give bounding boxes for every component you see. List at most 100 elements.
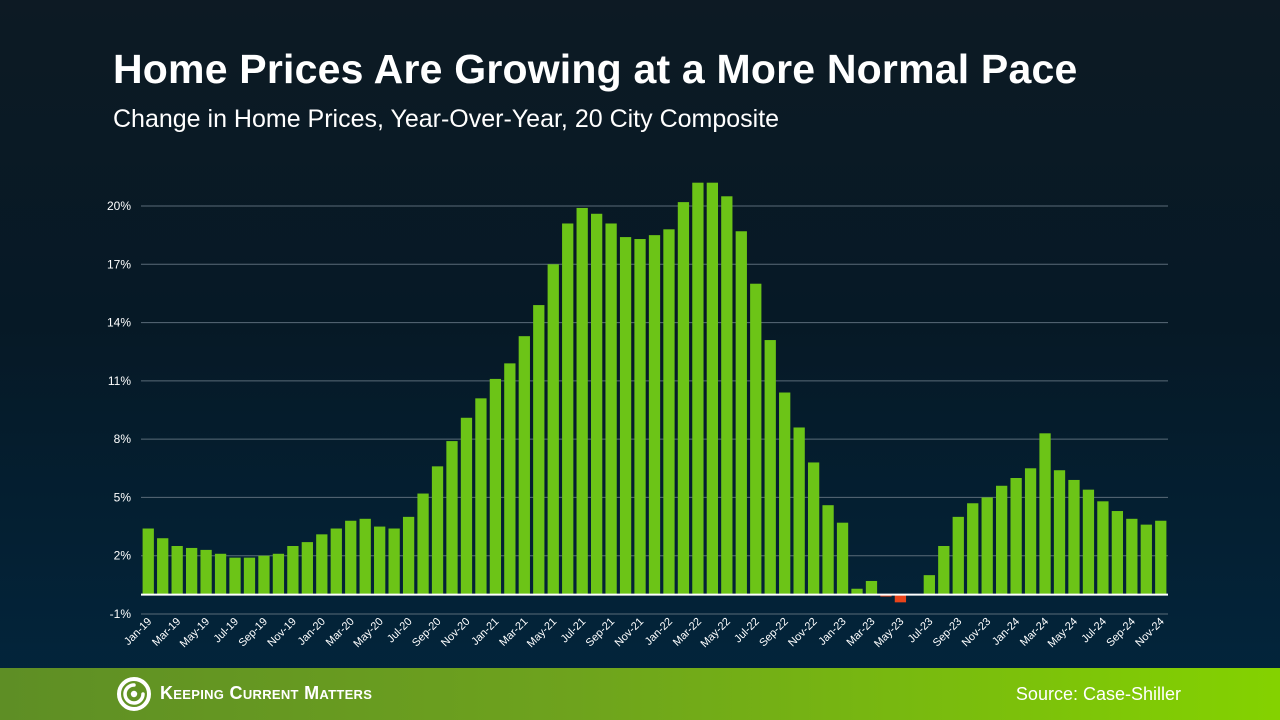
bar-oct-22 [793, 427, 805, 595]
bar-dec-21 [648, 235, 661, 595]
x-tick-label: May-19 [178, 616, 212, 650]
bar-sep-24 [1126, 518, 1138, 595]
x-tick-label: May-21 [525, 616, 559, 650]
bar-aug-19 [243, 557, 256, 595]
x-tick-label: Mar-23 [844, 616, 877, 649]
bar-nov-22 [807, 462, 820, 595]
bar-oct-23 [967, 503, 979, 595]
x-tick-label: Nov-21 [613, 616, 647, 650]
bar-feb-23 [851, 588, 863, 595]
bar-jul-19 [229, 557, 241, 595]
bar-sep-22 [779, 392, 791, 595]
bar-aug-23 [938, 546, 950, 595]
x-tick-label: Nov-22 [786, 616, 820, 650]
bar-mar-21 [518, 336, 530, 595]
x-tick-label: Jan-23 [816, 616, 848, 648]
x-tick-label: Mar-22 [671, 616, 704, 649]
bar-aug-21 [590, 213, 603, 595]
bar-dec-22 [822, 505, 834, 595]
x-tick-label: Jan-21 [469, 616, 501, 648]
bar-jun-22 [735, 231, 747, 595]
chart-subtitle: Change in Home Prices, Year-Over-Year, 2… [113, 105, 780, 133]
bar-jul-22 [750, 283, 762, 595]
bar-apr-19 [185, 547, 198, 595]
bar-mar-20 [345, 520, 357, 595]
x-tick-label: Sep-19 [236, 616, 270, 650]
x-tick-label: Jan-24 [990, 616, 1022, 648]
bar-oct-21 [619, 237, 632, 595]
bar-apr-22 [706, 182, 719, 595]
bar-feb-24 [1024, 468, 1037, 595]
y-axis-tick-labels: -1% 2% 5% 8% 11% 14% 17% 20% [107, 199, 131, 621]
bar-feb-22 [677, 202, 690, 595]
x-tick-label: May-24 [1046, 616, 1080, 650]
bar-may-19 [200, 549, 212, 595]
chart-title: Home Prices Are Growing at a More Normal… [113, 46, 1078, 92]
bar-feb-20 [330, 528, 342, 595]
x-tick-label: May-23 [872, 616, 906, 650]
x-tick-label: Nov-19 [265, 616, 299, 650]
x-tick-label: Sep-22 [757, 616, 791, 650]
bar-jan-22 [663, 229, 675, 595]
x-tick-label: Mar-21 [497, 616, 530, 649]
bar-nov-19 [287, 546, 299, 595]
bar-jul-24 [1097, 501, 1109, 595]
y-tick-label: 5% [114, 490, 132, 504]
bar-aug-24 [1111, 511, 1124, 595]
bar-jan-20 [316, 534, 328, 595]
bar-jun-24 [1082, 489, 1095, 595]
footer-bar: Keeping Current Matters Source: Case-Shi… [0, 668, 1280, 720]
bar-jan-24 [1010, 478, 1022, 595]
bar-sep-23 [952, 516, 964, 595]
bar-sep-21 [605, 223, 617, 595]
bar-nov-20 [460, 417, 473, 595]
bar-jun-20 [388, 528, 400, 595]
bar-sep-19 [258, 555, 270, 595]
bar-jul-21 [576, 207, 588, 595]
bar-oct-19 [272, 553, 285, 595]
x-tick-label: Sep-21 [584, 616, 618, 650]
bar-oct-20 [446, 441, 458, 595]
bar-may-20 [374, 526, 386, 595]
bar-jan-21 [489, 378, 502, 595]
bar-oct-24 [1140, 524, 1152, 595]
x-tick-label: Sep-24 [1104, 616, 1138, 650]
bar-may-24 [1068, 479, 1080, 595]
bar-jan-19 [142, 528, 154, 595]
bar-may-22 [721, 196, 733, 595]
source-credit: Source: Case-Shiller [1015, 684, 1181, 704]
bar-sep-20 [431, 466, 444, 595]
bar-feb-19 [157, 538, 169, 595]
bars [142, 182, 1167, 603]
x-tick-label: May-20 [351, 616, 385, 650]
y-tick-label: 17% [107, 257, 131, 271]
bar-mar-22 [692, 182, 704, 595]
y-tick-label: 8% [114, 432, 132, 446]
bar-apr-24 [1053, 470, 1066, 595]
bar-jul-20 [402, 516, 415, 595]
bar-jun-21 [562, 223, 574, 595]
bar-aug-22 [764, 340, 776, 595]
kcm-swirl-icon [117, 677, 151, 711]
x-tick-label: Sep-20 [410, 616, 444, 650]
bar-aug-20 [417, 493, 429, 595]
bar-dec-20 [475, 398, 487, 595]
brand-name: Keeping Current Matters [160, 683, 373, 703]
y-tick-label: -1% [110, 607, 132, 621]
x-tick-label: Nov-24 [1133, 616, 1167, 650]
y-tick-label: 2% [114, 549, 132, 563]
y-tick-label: 20% [107, 199, 131, 213]
bar-apr-21 [533, 305, 545, 595]
bar-jul-23 [923, 575, 935, 595]
x-tick-label: Jan-22 [643, 616, 675, 648]
x-tick-label: May-22 [699, 616, 733, 650]
x-tick-label: Sep-23 [931, 616, 965, 650]
x-tick-label: Mar-24 [1018, 616, 1051, 649]
x-tick-label: Jan-20 [296, 616, 328, 648]
bar-mar-23 [865, 580, 878, 595]
bar-nov-23 [981, 497, 993, 595]
y-tick-label: 14% [107, 316, 131, 330]
x-tick-label: Mar-19 [150, 616, 183, 649]
x-tick-label: Mar-20 [324, 616, 357, 649]
